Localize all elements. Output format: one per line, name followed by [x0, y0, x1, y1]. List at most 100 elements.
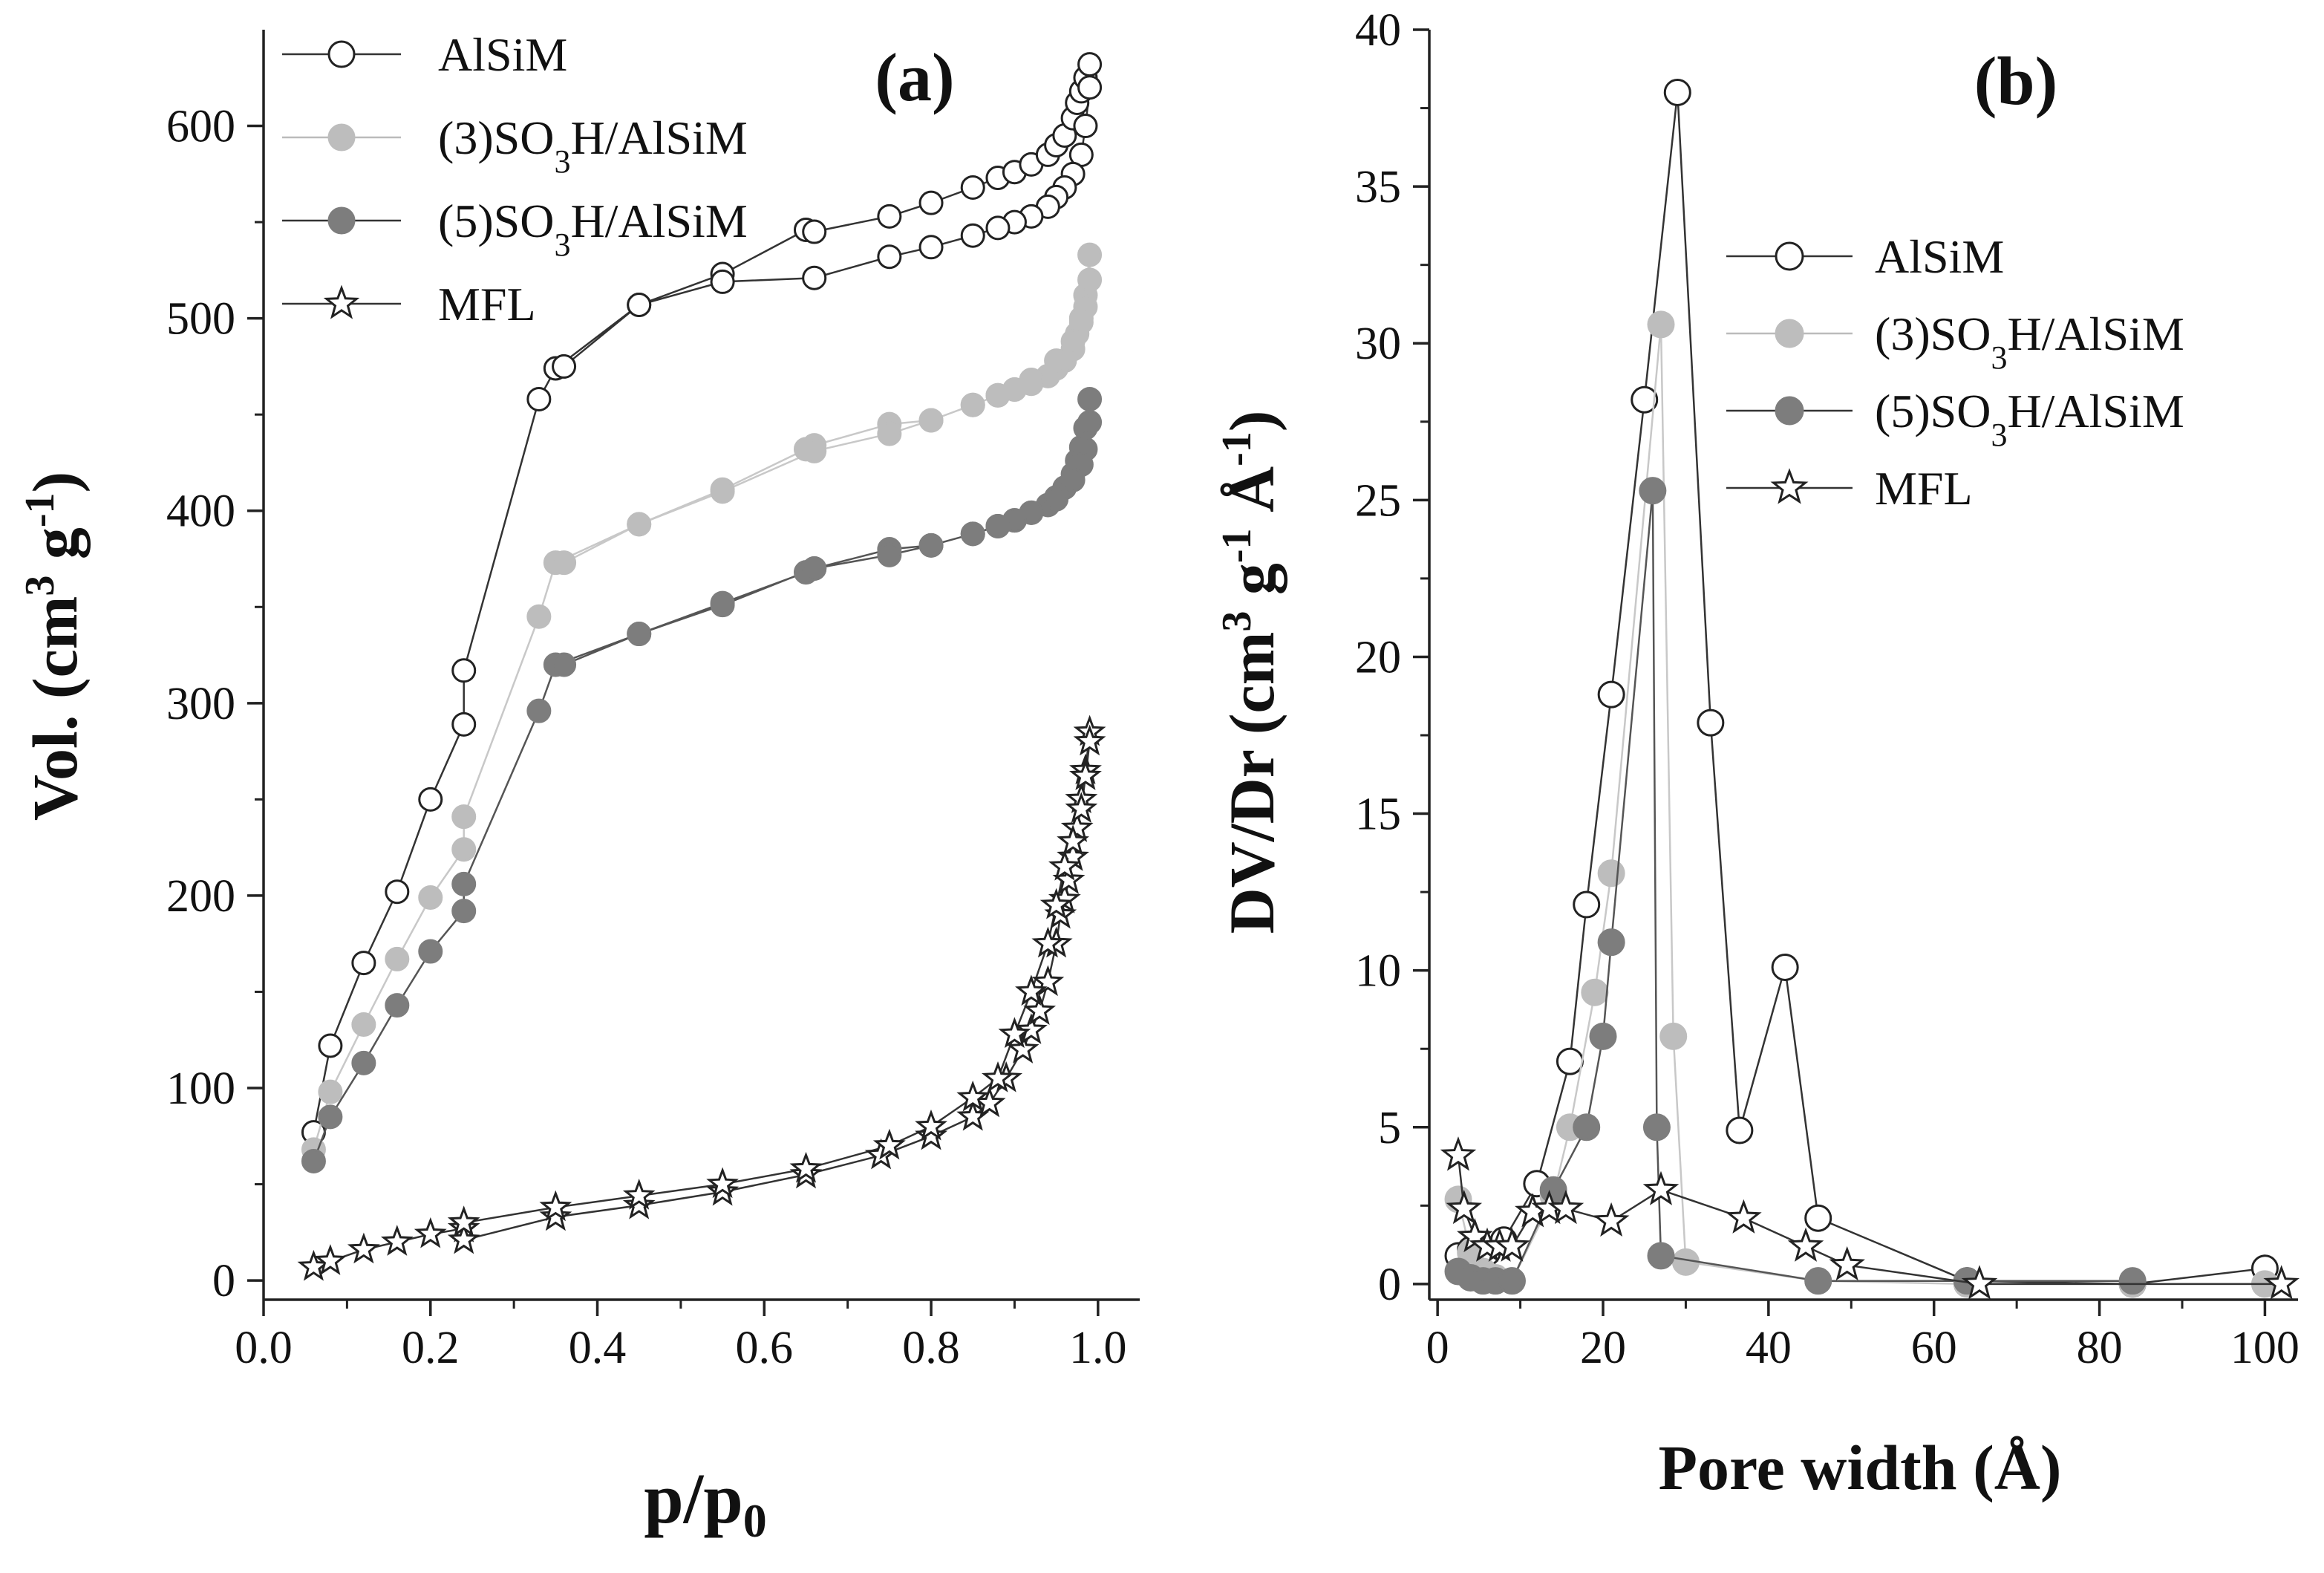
y-label-end-a: ) [19, 472, 91, 493]
data-point-b-0 [1771, 953, 1799, 981]
data-point-a-0 [802, 265, 827, 290]
data-point-b-2 [1642, 1113, 1671, 1142]
data-point-a-3 [1048, 850, 1081, 881]
data-point-a-2 [318, 1104, 343, 1130]
data-point-b-0 [1726, 1116, 1754, 1144]
y-tick-label-b: 30 [1355, 319, 1401, 369]
data-point-a-2 [1044, 486, 1069, 512]
data-point-b-2 [1498, 1267, 1526, 1295]
data-point-a-3 [447, 1222, 480, 1254]
y-tick-label-a: 300 [166, 679, 235, 729]
data-point-a-0 [351, 951, 376, 976]
data-point-b-3 [1961, 1265, 1998, 1300]
data-point-a-1 [627, 512, 652, 537]
y-label-end-b: ) [1216, 411, 1287, 432]
data-point-a-0 [451, 711, 477, 737]
data-point-a-1 [877, 421, 902, 446]
data-point-a-3 [447, 1205, 480, 1237]
panel-a-y-axis-label: Vol. (cm3 g-1) [17, 472, 91, 821]
x-tick-label-a: 0.0 [235, 1323, 293, 1373]
y-tick-label-a: 600 [166, 102, 235, 152]
data-point-a-3 [380, 1225, 414, 1256]
data-point-a-1 [1077, 267, 1103, 293]
data-point-a-0 [318, 1033, 343, 1058]
y-label-sup2-b: -1 [1214, 528, 1260, 563]
x-tick-label-b: 20 [1580, 1323, 1626, 1373]
data-point-b-2 [2118, 1267, 2147, 1295]
data-point-a-2 [526, 698, 552, 723]
data-point-b-3 [1446, 1189, 1483, 1225]
y-tick-label-b: 5 [1378, 1103, 1401, 1153]
panel-b-axes: 0 20 40 60 80 100 0 5 10 15 20 25 30 35 40 [1355, 5, 2299, 1373]
panel-b-label: (b) [1974, 43, 2057, 119]
panel-a-x-axis-label: p/p0 [644, 1459, 766, 1547]
y-tick-label-b: 10 [1355, 946, 1401, 997]
y-tick-label-a: 100 [166, 1064, 235, 1114]
data-point-a-1 [385, 946, 410, 971]
series-line-a-1 [313, 254, 1091, 1150]
data-point-a-1 [318, 1079, 343, 1104]
data-point-a-3 [1069, 759, 1102, 790]
data-point-a-2 [802, 556, 827, 581]
y-tick-label-a: 500 [166, 294, 235, 345]
x-label-main-a: p/p [644, 1459, 742, 1538]
x-tick-label-a: 0.4 [569, 1323, 627, 1373]
legend-marker-b-2 [1775, 396, 1804, 426]
data-point-b-3 [2263, 1265, 2299, 1300]
panel-b-y-axis-label: DV/Dr (cm3 g-1 Å-1) [1214, 411, 1287, 934]
legend-marker-b-0 [1775, 241, 1804, 271]
y-label-sup2-a: -1 [17, 492, 63, 527]
data-point-a-3 [1060, 811, 1094, 842]
data-point-a-2 [451, 871, 477, 896]
data-point-a-0 [1077, 75, 1103, 100]
series-line-b-0 [1458, 92, 2265, 1286]
data-point-a-1 [985, 382, 1011, 408]
data-point-a-3 [1073, 724, 1106, 756]
data-point-a-3 [314, 1244, 347, 1275]
data-point-b-3 [1787, 1227, 1824, 1262]
series-line-a-2 [313, 399, 1091, 1162]
y-tick-label-a: 400 [166, 486, 235, 537]
data-point-a-0 [985, 215, 1011, 241]
data-point-a-3 [1031, 965, 1065, 997]
data-point-a-3 [539, 1199, 572, 1231]
data-point-a-3 [1015, 1013, 1048, 1044]
legend-marker-b-3 [1770, 468, 1809, 504]
data-point-a-1 [960, 392, 985, 417]
data-point-b-1 [1659, 1022, 1688, 1050]
data-point-b-2 [1639, 477, 1667, 505]
panel-a-isotherms: 0.0 0.2 0.4 0.6 0.8 1.0 0 100 200 300 400 500 600 (a… [17, 28, 1140, 1547]
data-point-b-0 [1631, 385, 1659, 414]
data-point-a-2 [351, 1050, 376, 1075]
data-point-a-2 [960, 521, 985, 547]
legend-label-a-2: (5)SO3H/AlSiM [438, 195, 748, 263]
panel-b-legend: AlSiM (3)SO3H/AlSiM (5)SO3H/AlSiM MFL [1726, 230, 2184, 515]
data-point-a-1 [1060, 329, 1086, 354]
data-point-a-2 [918, 533, 944, 558]
data-point-b-2 [1589, 1022, 1617, 1050]
panel-b-pore-distribution: 0 20 40 60 80 100 0 5 10 15 20 25 30 35 40 (b) AlSiM (3… [1214, 5, 2299, 1503]
panel-a-axes: 0.0 0.2 0.4 0.6 0.8 1.0 0 100 200 300 400 500 600 [166, 30, 1140, 1373]
data-point-a-3 [789, 1151, 823, 1183]
data-point-b-2 [1539, 1176, 1567, 1204]
data-point-a-3 [915, 1118, 947, 1150]
data-point-a-2 [301, 1148, 326, 1173]
data-point-b-3 [1440, 1136, 1477, 1171]
data-point-a-0 [918, 235, 944, 260]
series-line-b-3 [1457, 1155, 2282, 1286]
legend-marker-a-3 [323, 284, 360, 319]
data-point-a-1 [451, 804, 477, 830]
data-point-a-1 [552, 550, 577, 576]
panel-a-series [297, 52, 1106, 1281]
y-label-mid-b: g [1216, 563, 1287, 611]
y-label-main-b: DV/Dr (cm [1216, 632, 1287, 934]
x-tick-label-a: 0.2 [402, 1323, 460, 1373]
panel-b-series [1440, 78, 2299, 1300]
data-point-b-2 [1647, 1242, 1675, 1270]
y-label-main-a: Vol. (cm [19, 596, 91, 821]
legend-label-b-2: (5)SO3H/AlSiM [1875, 385, 2184, 453]
data-point-a-3 [1023, 994, 1057, 1025]
data-point-b-0 [1597, 680, 1625, 709]
panel-a-label: (a) [875, 39, 954, 115]
